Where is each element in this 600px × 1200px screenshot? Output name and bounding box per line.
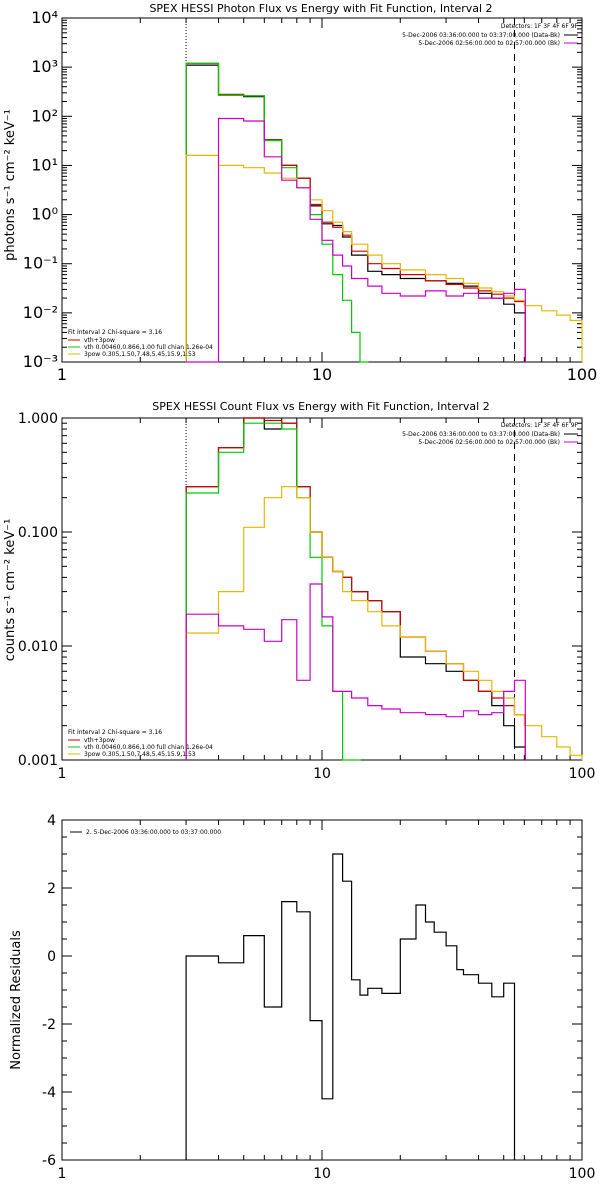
count-flux-legend-data: 5-Dec-2006 03:36:00.000 to 03:37:00.000 … (402, 431, 560, 438)
count-flux-legend-background: 5-Dec-2006 02:56:00.000 to 02:57:00.000 … (418, 439, 560, 446)
photon-flux-series-0 (185, 64, 526, 362)
residuals-series (185, 853, 516, 1160)
count-flux-series-3 (185, 486, 583, 760)
residuals-panel: Normalized Residuals 1 10 100 -6 -4 -2 0 2 4 2. … (9, 813, 595, 1182)
photon-flux-y-tick-label: 10³ (31, 57, 58, 76)
photon-flux-x-tick-label: 100 (567, 365, 598, 384)
photon-flux-y-tick-label: 10⁻¹ (23, 254, 58, 273)
residuals-y-tick-label: -6 (42, 1153, 56, 1169)
photon-flux-legend-total: vth+3pow (84, 337, 115, 344)
count-flux-legend-3pow: 3pow 0.305,1.50,7.48,5.45,15.9,1.53 (84, 751, 196, 758)
photon-flux-y-tick-label: 10² (31, 106, 58, 125)
count-flux-title: SPEX HESSI Count Flux vs Energy with Fit… (152, 400, 489, 413)
photon-flux-y-tick-label: 10⁰ (31, 205, 58, 224)
photon-flux-legend-background: 5-Dec-2006 02:56:00.000 to 02:57:00.000 … (418, 40, 560, 47)
count-flux-y-tick-label: 0.001 (18, 753, 58, 769)
residuals-y-tick-label: -4 (42, 1085, 56, 1101)
count-flux-detectors-label: Detectors: 1F 3F 4F 6F 9F (501, 422, 579, 429)
photon-flux-detectors-label: Detectors: 1F 3F 4F 6F 9F (501, 23, 579, 30)
residuals-y-axis-label: Normalized Residuals (9, 930, 24, 1070)
residuals-y-tick-label: 2 (47, 881, 56, 897)
residuals-y-tick-label: 0 (47, 949, 56, 965)
residuals-x-tick-label: 10 (313, 1166, 331, 1182)
photon-flux-legend-3pow: 3pow 0.305,1.50,7.48,5.45,15.9,1.53 (84, 351, 196, 358)
count-flux-legend-vth: vth 0.00460,0.866,1.00 full chian 1.26e-… (84, 744, 213, 751)
residuals-legend: 2. 5-Dec-2006 03:36:00.000 to 03:37:00.0… (70, 829, 221, 836)
count-flux-x-tick-label: 10 (313, 766, 331, 782)
photon-flux-y-tick-label: 10⁻² (23, 303, 58, 322)
count-flux-legend: Detectors: 1F 3F 4F 6F 9F 5-Dec-2006 03:… (68, 422, 579, 758)
photon-flux-panel: SPEX HESSI Photon Flux vs Energy with Fi… (3, 2, 597, 384)
count-flux-y-tick-label: 0.010 (18, 639, 58, 655)
count-flux-series (185, 417, 583, 761)
photon-flux-y-tick-label: 10⁴ (31, 8, 58, 27)
count-flux-panel: SPEX HESSI Count Flux vs Energy with Fit… (3, 400, 595, 782)
count-flux-legend-total: vth+3pow (84, 737, 115, 744)
count-flux-x-tick-label: 1 (58, 766, 67, 782)
count-flux-fit-info: Fit Interval 2 Chi-square = 3.16 (68, 729, 162, 736)
count-flux-y-tick-label: 0.100 (18, 525, 58, 541)
photon-flux-x-tick-label: 1 (57, 365, 67, 384)
residuals-x-tick-label: 1 (58, 1166, 67, 1182)
photon-flux-energy-limits (185, 18, 515, 362)
photon-flux-ticks: 1 10 100 10⁻³ 10⁻² 10⁻¹ 10⁰ 10¹ 10² 10³ 10⁴ (23, 8, 597, 384)
photon-flux-series (185, 62, 583, 363)
count-flux-y-tick-label: 1.000 (18, 411, 58, 427)
count-flux-series-2 (185, 422, 361, 761)
photon-flux-plot-frame (61, 17, 583, 363)
photon-flux-legend-data: 5-Dec-2006 03:36:00.000 to 03:37:00.000 … (402, 32, 560, 39)
residuals-series-0 (185, 853, 516, 1160)
count-flux-x-tick-label: 100 (569, 766, 596, 782)
residuals-ticks: 1 10 100 -6 -4 -2 0 2 4 (42, 813, 595, 1182)
photon-flux-series-3 (185, 154, 583, 362)
photon-flux-legend: Detectors: 1F 3F 4F 6F 9F 5-Dec-2006 03:… (68, 23, 579, 358)
residuals-legend-text: 2. 5-Dec-2006 03:36:00.000 to 03:37:00.0… (86, 829, 221, 836)
count-flux-series-1 (185, 417, 526, 760)
residuals-y-tick-label: 4 (47, 813, 56, 829)
residuals-y-tick-label: -2 (42, 1017, 56, 1033)
photon-flux-legend-vth: vth 0.00460,0.866,1.00 full chian 1.26e-… (84, 344, 213, 351)
photon-flux-series-1 (185, 62, 526, 362)
photon-flux-y-tick-label: 10¹ (31, 155, 58, 174)
photon-flux-y-tick-label: 10⁻³ (23, 352, 58, 371)
residuals-x-tick-label: 100 (569, 1166, 596, 1182)
count-flux-series-0 (185, 417, 526, 760)
count-flux-ticks: 1 10 100 0.001 0.010 0.100 1.000 (18, 411, 595, 782)
count-flux-y-axis-label: counts s⁻¹ cm⁻² keV⁻¹ (3, 519, 18, 662)
count-flux-series-4 (185, 583, 526, 760)
photon-flux-y-axis-label: photons s⁻¹ cm⁻² keV⁻¹ (3, 109, 18, 261)
photon-flux-series-2 (185, 62, 369, 363)
photon-flux-x-tick-label: 10 (312, 365, 332, 384)
photon-flux-fit-info: Fit Interval 2 Chi-square = 3.16 (68, 329, 162, 336)
photon-flux-title: SPEX HESSI Photon Flux vs Energy with Fi… (149, 2, 492, 15)
count-flux-energy-limits (185, 418, 515, 760)
photon-flux-series-4 (186, 117, 526, 363)
